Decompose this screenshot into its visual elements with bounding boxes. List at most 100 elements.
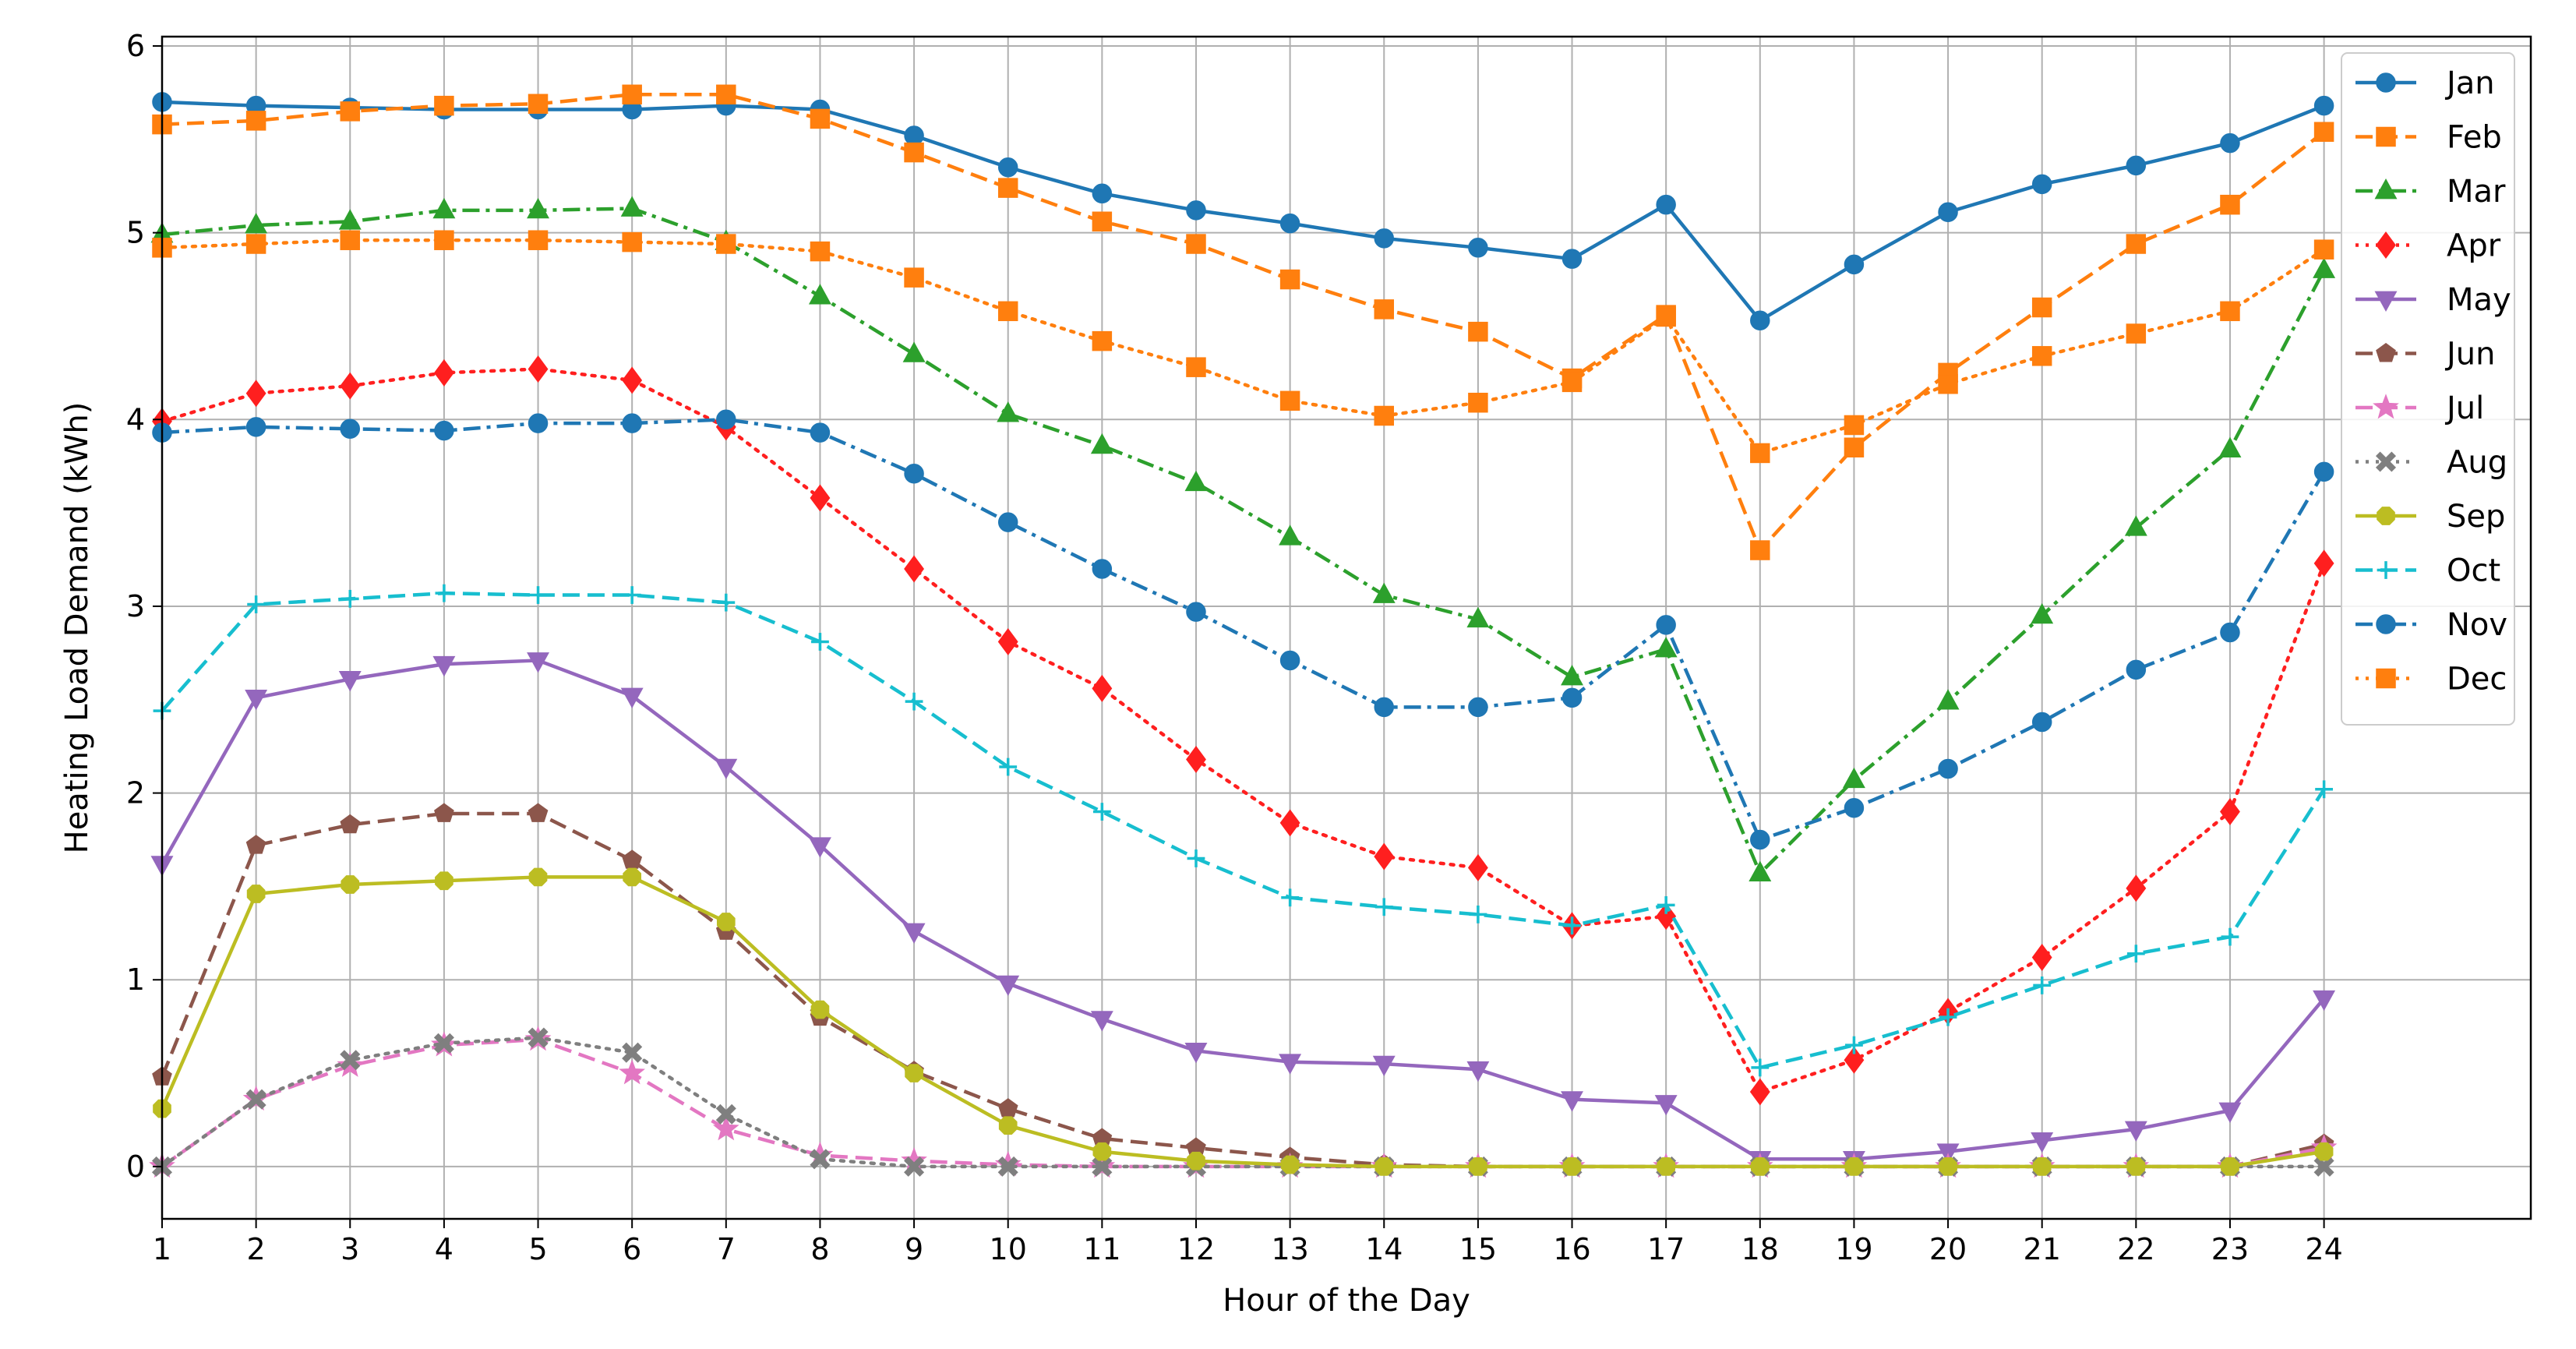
legend-marker	[2376, 668, 2396, 689]
data-point-oct	[1657, 895, 1675, 914]
data-point-feb	[2031, 297, 2052, 318]
data-point-sep	[716, 913, 736, 931]
data-point-mar	[1372, 582, 1396, 603]
series-line-mar	[161, 207, 2326, 875]
x-tick-label: 21	[2024, 1232, 2061, 1266]
data-point-dec	[622, 231, 642, 252]
data-point-nov	[1844, 798, 1865, 818]
data-point-nov	[1468, 697, 1488, 718]
x-tick-label: 9	[905, 1232, 923, 1266]
x-tick-label: 18	[1741, 1232, 1779, 1266]
data-point-nov	[1938, 758, 1958, 779]
data-point-may	[902, 923, 926, 944]
data-point-jan	[1656, 194, 1676, 215]
data-point-may	[1184, 1042, 1208, 1064]
data-point-oct	[1374, 898, 1393, 916]
marker-stroke	[904, 1156, 925, 1177]
y-tick-label: 3	[126, 589, 145, 623]
series-may	[150, 652, 2336, 1172]
legend-marker	[2376, 614, 2396, 634]
series-sep	[153, 867, 2334, 1176]
data-point-feb	[1092, 211, 1113, 232]
marker-stroke	[528, 1027, 549, 1048]
data-point-sep	[341, 875, 360, 894]
data-point-dec	[245, 234, 266, 254]
data-point-apr	[1374, 842, 1395, 870]
series-line-jan	[161, 100, 2325, 323]
legend-marker	[2376, 342, 2396, 362]
axis-ticks: 1 2 3 4 5 6 7 8 9 10 11 12 13 14 15 16 17 18 19 20 21 22 23 240…	[126, 29, 2343, 1266]
data-point-nov	[997, 512, 1018, 532]
x-tick-label: 10	[990, 1232, 1027, 1266]
data-point-may	[1279, 1054, 1302, 1075]
legend-label-oct: Oct	[2447, 553, 2500, 589]
data-point-jan	[1750, 310, 1770, 331]
data-point-aug	[433, 1033, 454, 1054]
data-point-oct	[1845, 1036, 1863, 1054]
data-point-dec	[434, 230, 454, 250]
data-point-sep	[2314, 1142, 2334, 1161]
chart-legend: Jan Feb Mar Apr May Jun Jul Aug Sep Oct Nov Dec	[2341, 52, 2515, 726]
data-point-nov	[2313, 461, 2334, 482]
data-point-may	[527, 652, 550, 673]
legend-marker	[2377, 561, 2395, 579]
data-point-apr	[810, 484, 831, 512]
marker-stroke	[1092, 1156, 1113, 1177]
data-point-oct	[2126, 945, 2145, 963]
legend-item-apr: Apr	[2355, 228, 2501, 264]
data-point-oct	[1751, 1058, 1770, 1077]
data-point-nov	[1750, 829, 1770, 850]
data-point-apr	[1656, 902, 1677, 931]
data-point-may	[432, 655, 456, 677]
legend-label-aug: Aug	[2447, 445, 2507, 481]
legend-marker	[2376, 72, 2396, 93]
data-point-feb	[528, 94, 549, 115]
data-point-jan	[2031, 174, 2052, 195]
legend-marker	[2376, 126, 2396, 147]
legend-label-jun: Jun	[2444, 337, 2496, 373]
data-point-mar	[2218, 436, 2242, 457]
x-tick-label: 14	[1365, 1232, 1403, 1266]
data-point-jun	[528, 803, 549, 822]
data-point-dec	[1092, 330, 1113, 351]
data-point-nov	[2031, 712, 2052, 733]
series-line-jul	[161, 1037, 2325, 1169]
data-point-may	[808, 837, 831, 858]
data-point-jul	[619, 1059, 646, 1085]
data-point-jul	[337, 1051, 364, 1077]
data-point-dec	[1279, 390, 1300, 411]
data-point-dec	[1186, 357, 1206, 377]
data-point-jan	[904, 125, 924, 146]
legend-item-nov: Nov	[2355, 607, 2507, 643]
data-point-dec	[340, 230, 361, 250]
data-point-jan	[1468, 238, 1488, 258]
series-line-nov	[161, 418, 2326, 842]
data-point-sep	[1374, 1157, 1394, 1176]
data-point-feb	[2220, 194, 2240, 215]
data-point-feb	[716, 84, 736, 105]
data-point-may	[338, 671, 362, 692]
data-point-sep	[1187, 1151, 1205, 1171]
data-point-apr	[1279, 809, 1300, 837]
legend-label-sep: Sep	[2447, 499, 2505, 535]
data-point-feb	[622, 84, 642, 105]
legend-label-nov: Nov	[2447, 607, 2507, 643]
data-point-feb	[2126, 234, 2147, 254]
data-point-sep	[1657, 1157, 1675, 1176]
data-point-oct	[2315, 780, 2334, 799]
legend-marker	[2377, 507, 2395, 525]
series-mar	[150, 196, 2336, 881]
data-point-nov	[1656, 615, 1676, 635]
x-tick-label: 5	[528, 1232, 547, 1266]
data-point-aug	[997, 1156, 1018, 1177]
data-point-jun	[340, 814, 361, 834]
data-point-may	[1561, 1091, 1583, 1112]
data-point-mar	[432, 197, 456, 219]
data-point-sep	[1844, 1157, 1864, 1176]
marker-stroke	[2313, 1156, 2334, 1177]
data-point-may	[245, 690, 268, 711]
x-tick-label: 22	[2117, 1232, 2154, 1266]
data-point-sep	[1939, 1157, 1957, 1176]
x-tick-label: 16	[1553, 1232, 1590, 1266]
series-feb	[152, 84, 2334, 560]
